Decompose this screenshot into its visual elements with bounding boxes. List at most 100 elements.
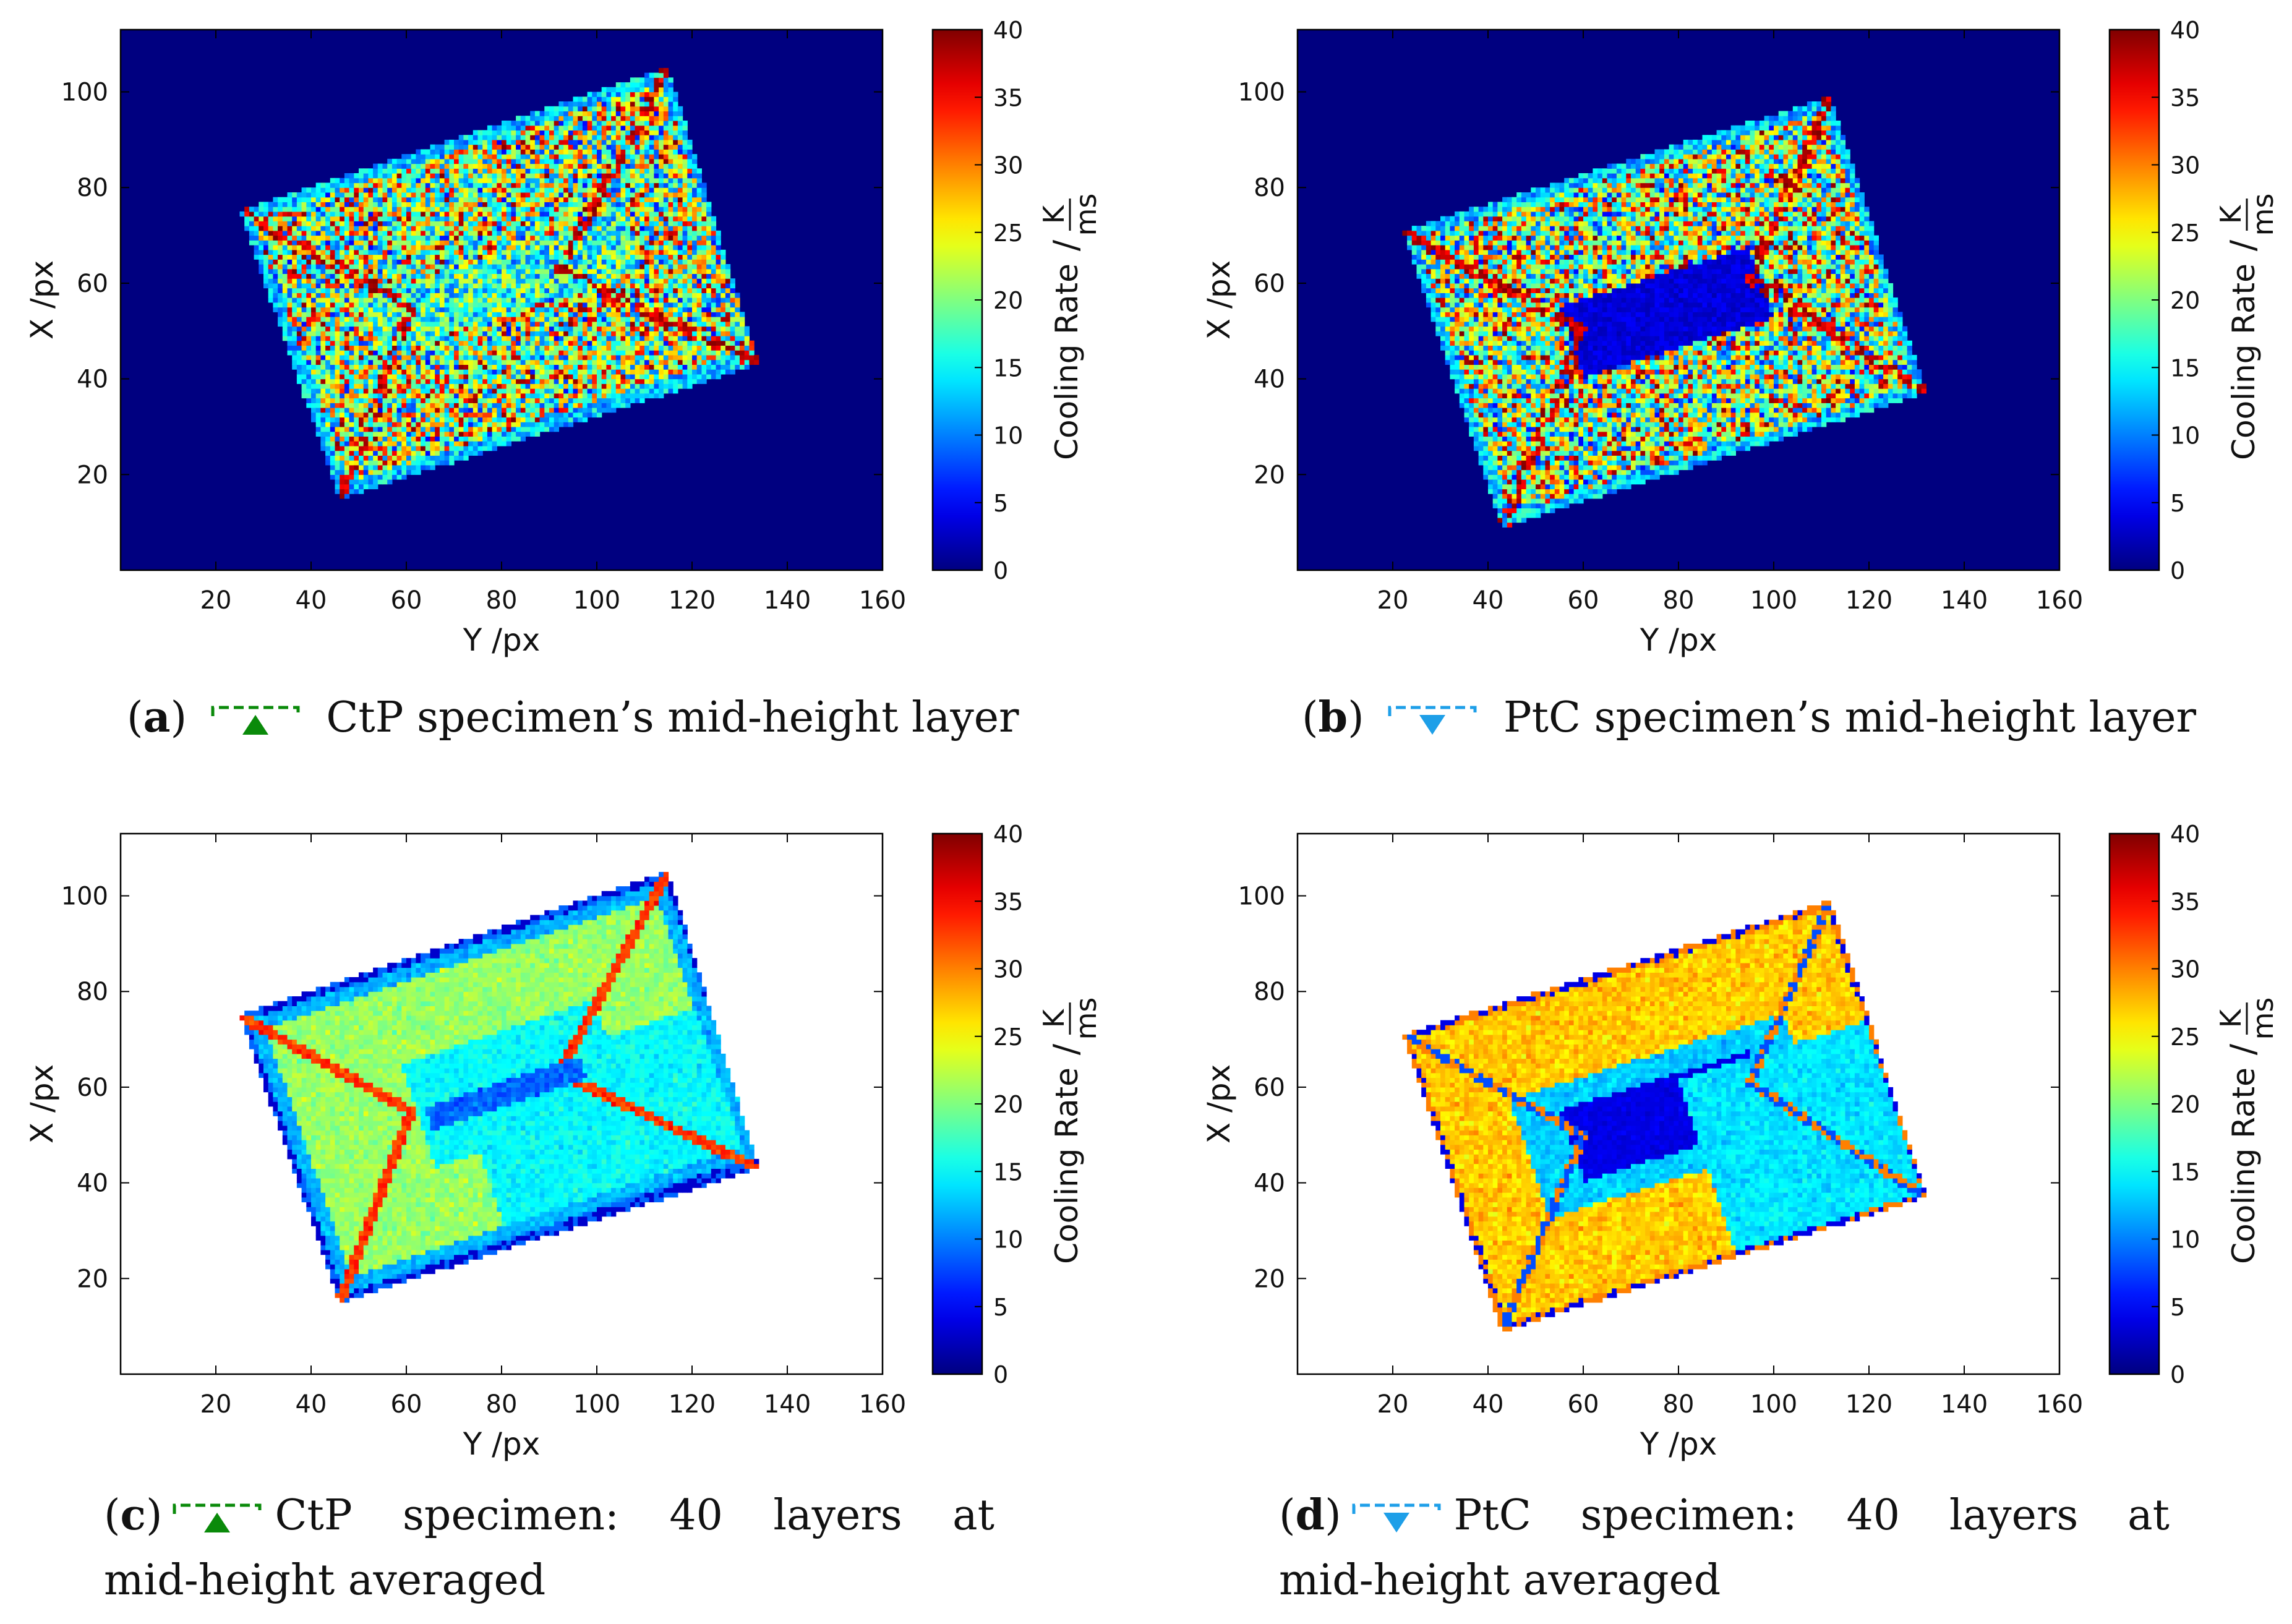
colorbar-tick-label: 0 — [993, 557, 1008, 584]
ctp-triangle-up-icon — [211, 706, 300, 735]
caption-c-line2: mid-height averaged — [104, 1556, 545, 1605]
x-axis-label: Y /px — [1640, 622, 1717, 658]
y-axis-label: X /px — [1201, 260, 1237, 340]
colorbar-unit-separator: / — [1046, 1043, 1085, 1055]
colorbar — [931, 28, 983, 571]
x-tick-label: 40 — [296, 586, 327, 615]
colorbar — [2108, 28, 2160, 571]
x-tick-label: 120 — [1845, 586, 1892, 615]
x-tick-label: 120 — [669, 586, 716, 615]
colorbar-label: Cooling Rate — [1049, 1067, 1085, 1264]
colorbar-tick-label: 40 — [993, 17, 1023, 44]
y-tick-label: 20 — [1254, 461, 1285, 489]
heatmap-cells — [239, 871, 759, 1303]
colorbar-label: Cooling Rate — [2226, 1067, 2262, 1264]
colorbar-unit-denominator: ms — [1069, 194, 1103, 236]
y-tick-label: 40 — [1254, 1169, 1285, 1198]
colorbar-unit-numerator: K — [1037, 1008, 1071, 1028]
x-tick-label: 40 — [1473, 1390, 1504, 1419]
x-tick-label: 100 — [1750, 1390, 1797, 1419]
x-tick-label: 60 — [391, 586, 422, 615]
y-axis-label: X /px — [24, 1064, 60, 1143]
y-tick-label: 60 — [1254, 270, 1285, 298]
y-tick-label: 80 — [77, 978, 108, 1006]
caption-c-line1: CtP specimen: 40 layers at — [275, 1491, 994, 1540]
colorbar-tick-label: 25 — [993, 220, 1023, 247]
y-tick-label: 100 — [61, 883, 108, 911]
x-tick-label: 80 — [486, 1390, 518, 1419]
colorbar-tick-label: 35 — [993, 888, 1023, 915]
x-tick-label: 120 — [1845, 1390, 1892, 1419]
x-tick-label: 160 — [859, 1390, 906, 1419]
y-axis-label: X /px — [24, 260, 60, 340]
caption-a-close: ) — [171, 693, 187, 742]
colorbar-tick-label: 35 — [993, 84, 1023, 111]
x-tick-label: 140 — [764, 586, 811, 615]
caption-d-line1: PtC specimen: 40 layers at — [1454, 1491, 2170, 1540]
colorbar-tick-label: 25 — [2170, 1024, 2200, 1051]
caption-d-tag: d — [1296, 1490, 1325, 1540]
colorbar — [2108, 832, 2160, 1375]
y-tick-label: 40 — [77, 1169, 108, 1198]
x-tick-label: 140 — [1941, 1390, 1988, 1419]
colorbar-tick-label: 5 — [2170, 490, 2185, 517]
y-tick-label: 80 — [1254, 174, 1285, 202]
caption-b: (b) PtC specimen’s mid-height layer — [1302, 685, 2196, 750]
colorbar-tick-label: 10 — [2170, 1226, 2200, 1254]
colorbar-tick-label: 10 — [2170, 422, 2200, 450]
colorbar-tick-label: 0 — [2170, 1361, 2185, 1388]
x-tick-label: 160 — [2036, 586, 2083, 615]
colorbar-tick-label: 30 — [993, 956, 1023, 983]
colorbar-tick-label: 20 — [2170, 287, 2200, 314]
x-tick-label: 60 — [1568, 1390, 1599, 1419]
y-tick-label: 100 — [1238, 79, 1285, 107]
caption-d-line2: mid-height averaged — [1279, 1556, 1721, 1605]
caption-b-tag: b — [1319, 693, 1348, 742]
colorbar-tick-label: 0 — [2170, 557, 2185, 584]
chart-panel-d: 20 40 60 80 100 120 140 160 20 40 60 80 100 Y /px X /p… — [1177, 804, 2292, 1474]
colorbar-unit-numerator: K — [2214, 204, 2247, 224]
caption-c: (c) CtP specimen: 40 layers at mid-height… — [104, 1483, 994, 1613]
colorbar-tick-label: 15 — [993, 354, 1023, 382]
x-axis-label: Y /px — [1640, 1426, 1717, 1462]
x-tick-label: 60 — [391, 1390, 422, 1419]
x-tick-label: 80 — [1663, 1390, 1695, 1419]
x-tick-label: 80 — [486, 586, 518, 615]
colorbar — [931, 832, 983, 1375]
colorbar-tick-label: 20 — [2170, 1091, 2200, 1118]
y-tick-label: 40 — [1254, 365, 1285, 394]
caption-d-close: ) — [1325, 1491, 1341, 1540]
y-tick-label: 20 — [77, 1265, 108, 1293]
ctp-triangle-up-icon — [173, 1503, 262, 1532]
x-tick-label: 40 — [1473, 586, 1504, 615]
heatmap-cells — [1402, 96, 1926, 528]
colorbar-tick-label: 35 — [2170, 888, 2200, 915]
colorbar-label: Cooling Rate — [1049, 263, 1085, 460]
colorbar-unit-denominator: ms — [2246, 194, 2280, 236]
colorbar-tick-label: 5 — [2170, 1294, 2185, 1321]
colorbar-unit-numerator: K — [1037, 204, 1071, 224]
colorbar-tick-label: 0 — [993, 1361, 1008, 1388]
x-tick-label: 20 — [1377, 1390, 1409, 1419]
colorbar-tick-label: 10 — [993, 422, 1023, 450]
colorbar-tick-label: 20 — [993, 287, 1023, 314]
colorbar-tick-label: 30 — [2170, 152, 2200, 179]
caption-d: (d) PtC specimen: 40 layers at mid-height… — [1279, 1483, 2170, 1613]
colorbar-tick-label: 20 — [993, 1091, 1023, 1118]
heatmap-cells — [1402, 900, 1926, 1331]
x-tick-label: 160 — [859, 586, 906, 615]
colorbar-unit-separator: / — [1046, 239, 1085, 251]
colorbar-tick-label: 25 — [993, 1024, 1023, 1051]
colorbar-unit-separator: / — [2223, 239, 2262, 251]
caption-a-text: CtP specimen’s mid-height layer — [326, 693, 1019, 742]
colorbar-label: Cooling Rate — [2226, 263, 2262, 460]
chart-panel-a: 20 40 60 80 100 120 140 160 20 40 60 80 100 Y /px X /p… — [0, 0, 1115, 670]
x-tick-label: 20 — [200, 586, 232, 615]
colorbar-tick-label: 25 — [2170, 220, 2200, 247]
colorbar-unit-denominator: ms — [2246, 998, 2280, 1040]
y-tick-label: 100 — [61, 79, 108, 107]
x-tick-label: 160 — [2036, 1390, 2083, 1419]
